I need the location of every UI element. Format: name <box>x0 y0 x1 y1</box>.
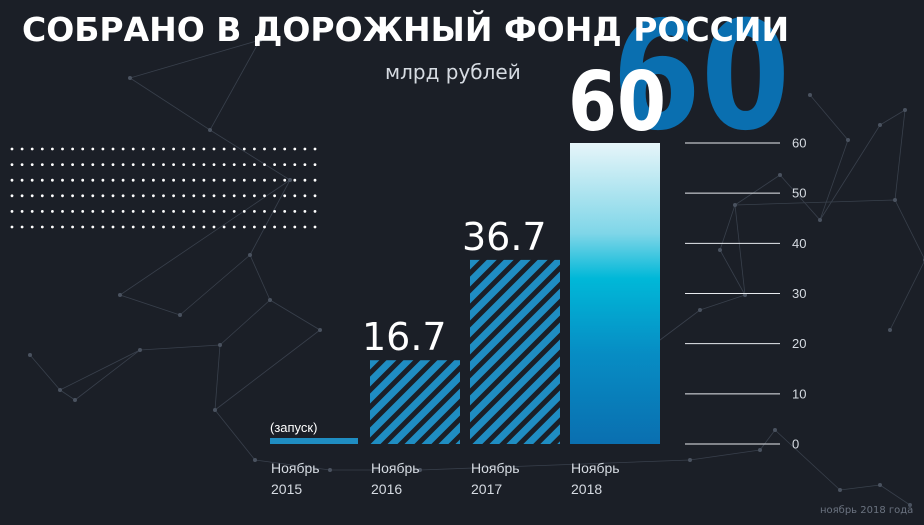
value-label-big: 60 <box>568 55 666 150</box>
x-category-label: 2015 <box>271 481 302 497</box>
chart-title: СОБРАНО В ДОРОЖНЫЙ ФОНД РОССИИ <box>22 10 790 49</box>
y-tick-label: 10 <box>792 386 806 401</box>
bar <box>570 143 660 444</box>
x-axis-category-labels: Ноябрь 2015 Ноябрь 2016 Ноябрь 2017 Ноябрь 2018 <box>271 460 620 497</box>
unit-label: млрд рублей <box>385 60 521 84</box>
bar <box>270 438 358 444</box>
bars <box>270 143 660 444</box>
x-category-label: 2018 <box>571 481 602 497</box>
x-category-label: Ноябрь <box>471 460 520 476</box>
x-category-label: 2017 <box>471 481 502 497</box>
y-tick-label: 50 <box>792 186 806 201</box>
bar <box>370 360 460 444</box>
highlight-big-number: 60 <box>612 0 790 164</box>
x-category-label: Ноябрь <box>271 460 320 476</box>
value-label: (запуск) <box>270 420 317 435</box>
value-label: 36.7 <box>462 215 547 259</box>
y-axis-ticks: 0 10 20 30 40 50 60 <box>792 136 806 452</box>
dot-grid-decoration <box>10 147 317 229</box>
value-label: 16.7 <box>362 315 447 359</box>
y-tick-label: 40 <box>792 236 806 251</box>
date-credit: ноябрь 2018 года <box>820 505 914 516</box>
y-tick-label: 30 <box>792 286 806 301</box>
x-category-label: Ноябрь <box>371 460 420 476</box>
y-tick-label: 60 <box>792 136 806 151</box>
y-tick-label: 0 <box>792 437 799 452</box>
x-category-label: Ноябрь <box>571 460 620 476</box>
bar-value-labels: (запуск) 16.7 36.7 60 <box>270 55 666 435</box>
y-gridlines <box>685 142 780 445</box>
y-tick-label: 20 <box>792 336 806 351</box>
bar <box>470 259 560 444</box>
x-category-label: 2016 <box>371 481 402 497</box>
